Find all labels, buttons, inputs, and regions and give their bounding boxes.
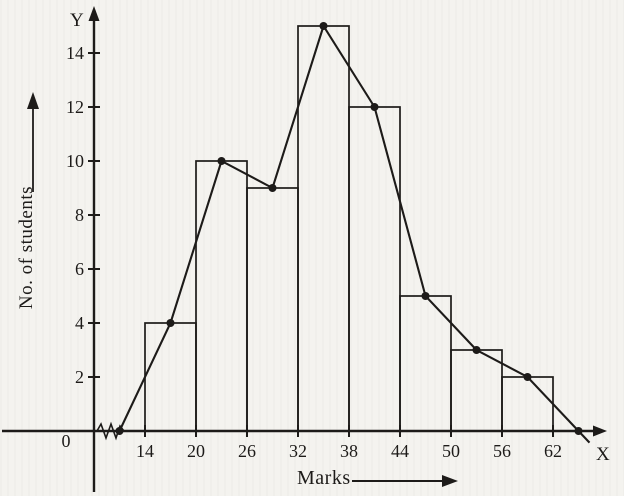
x-tick-label: 44 — [391, 441, 409, 461]
y-tick-label: 12 — [66, 97, 84, 117]
y-tick-label: 8 — [75, 205, 84, 225]
x-tick-label: 62 — [544, 441, 562, 461]
polygon-point — [523, 373, 532, 381]
frequency-polygon-line — [118, 23, 591, 444]
y-axis-letter: Y — [70, 10, 84, 31]
y-tick-label: 6 — [75, 259, 84, 279]
histogram-bar — [195, 160, 248, 432]
x-tick-label: 26 — [238, 441, 256, 461]
polygon-point — [574, 427, 583, 435]
x-tick-label: 14 — [136, 441, 154, 461]
y-axis-title: No. of students — [16, 186, 37, 310]
histogram-bar — [501, 376, 554, 432]
histogram-bar — [450, 349, 503, 432]
y-axis-arrow-icon — [88, 6, 100, 21]
x-tick-label: 20 — [187, 441, 205, 461]
origin-label: 0 — [61, 431, 71, 451]
y-label-arrow-icon — [27, 92, 39, 109]
histogram-bar — [246, 187, 299, 432]
histogram-bar — [297, 25, 350, 432]
y-tick-label: 10 — [66, 151, 84, 171]
x-tick-label: 38 — [340, 441, 358, 461]
histogram-bar — [348, 106, 401, 432]
x-tick-label: 32 — [289, 441, 307, 461]
y-tick-label: 14 — [66, 43, 84, 63]
x-label-arrow-icon — [442, 475, 458, 487]
polygon-point — [421, 292, 430, 300]
axis-break-zigzag — [96, 421, 125, 441]
polygon-point — [166, 319, 175, 327]
polygon-point — [268, 184, 277, 192]
x-tick-label: 50 — [442, 441, 460, 461]
polygon-point — [370, 103, 379, 111]
y-tick-label: 4 — [75, 313, 84, 333]
x-axis-arrow-icon — [593, 425, 607, 437]
y-tick-label: 2 — [75, 367, 84, 387]
x-tick-label: 56 — [493, 441, 511, 461]
polygon-point — [472, 346, 481, 354]
x-axis-title: Marks — [297, 467, 351, 489]
histogram-bar — [144, 322, 197, 432]
polygon-point — [115, 427, 124, 435]
polygon-point — [319, 22, 328, 30]
polygon-point — [217, 157, 226, 165]
x-axis-letter: X — [596, 444, 610, 465]
